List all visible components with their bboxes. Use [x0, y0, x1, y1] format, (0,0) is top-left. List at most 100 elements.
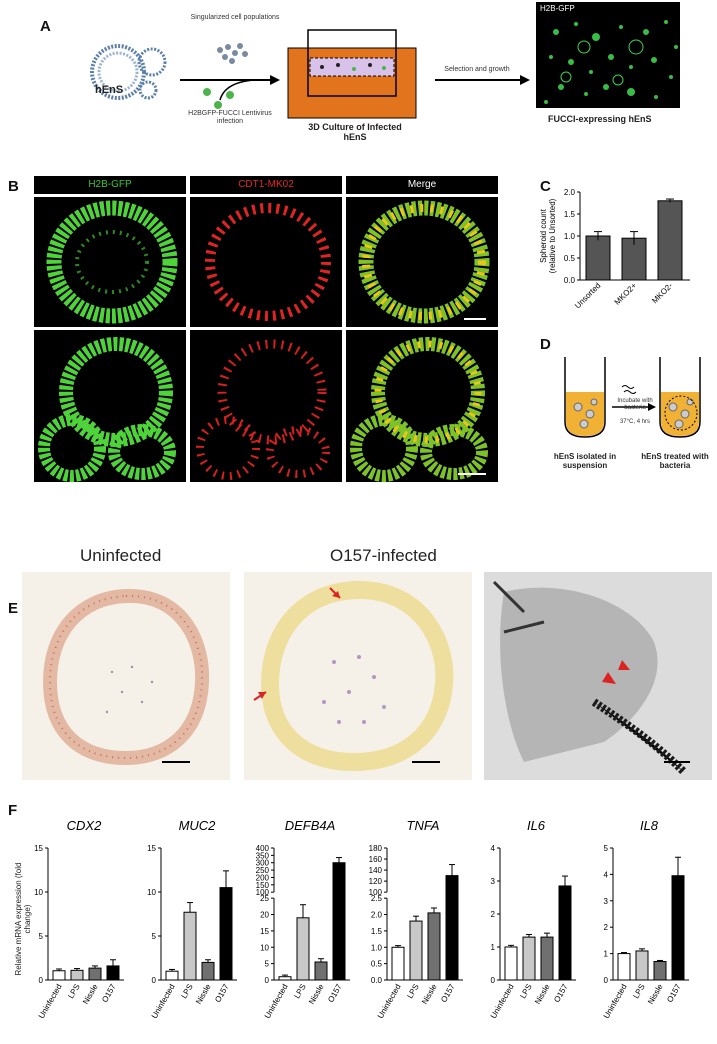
- f-ytick-label: 200: [256, 873, 270, 882]
- infected-title: O157-infected: [330, 546, 437, 565]
- f-ytick-label: 160: [369, 855, 383, 864]
- f-chart-title: MUC2: [179, 818, 217, 833]
- f-ytick-label: 10: [34, 888, 43, 897]
- conditions-label: 37°C, 4 hrs: [619, 419, 651, 425]
- header-h2b-gfp: H2B-GFP: [34, 176, 186, 194]
- f-chart-muc2: MUC2 0 5 10 15 Uninfected LPS Nissle O157: [147, 818, 237, 1020]
- f-ytick-label: 15: [260, 927, 269, 936]
- fucci-hens-image: [536, 2, 680, 108]
- f-ytick-label: 1.0: [371, 943, 383, 952]
- f-category-label: Nissle: [81, 982, 100, 1006]
- micro-gfp-top: [34, 197, 186, 327]
- f-category-label: Uninfected: [489, 983, 516, 1021]
- f-category-label: Nissle: [533, 982, 552, 1006]
- f-bar: [201, 961, 215, 981]
- f-ytick-label: 2: [491, 910, 496, 919]
- f-chart-title: IL8: [640, 818, 659, 833]
- panel-c-label: C: [540, 178, 551, 195]
- f-bar: [445, 875, 459, 981]
- f-ytick-label: 5: [152, 932, 157, 941]
- f-chart-cdx2: CDX2 0 5 10 15 Uninfected LPS Nissle O157: [34, 818, 124, 1020]
- f-bar: [70, 969, 84, 981]
- f-category-label: Uninfected: [376, 983, 403, 1021]
- f-bar: [558, 885, 572, 981]
- f-bar: [540, 936, 554, 981]
- f-ytick-label: 4: [491, 844, 496, 853]
- c-bar: [621, 237, 647, 281]
- micro-merge-bottom: [346, 330, 498, 482]
- f-ytick-label: 15: [147, 844, 156, 853]
- f-ytick-label: 120: [369, 877, 383, 886]
- f-chart-title: TNFA: [407, 818, 440, 833]
- culture-well-icon: [287, 29, 417, 119]
- f-bar: [332, 862, 346, 981]
- f-bar: [391, 946, 405, 981]
- f-bar: [504, 946, 518, 981]
- f-bar: [314, 961, 328, 981]
- f-ytick-label: 180: [369, 844, 383, 853]
- f-ytick-label: 100: [369, 888, 383, 897]
- f-ytick-label: 0.5: [371, 960, 383, 969]
- c-ytick-label: 2.0: [564, 188, 576, 197]
- c-category-label: MKO2-: [650, 281, 675, 306]
- c-ytick-label: 1.0: [564, 232, 576, 241]
- c-ytick-label: 0.5: [564, 254, 576, 263]
- f-category-label: Nissle: [646, 982, 665, 1006]
- f-ytick-label: 0: [39, 976, 44, 985]
- f-ytick-label: 2.5: [371, 894, 383, 903]
- c-bar: [657, 200, 683, 281]
- f-ytick-label: 3: [604, 897, 609, 906]
- f-chart-il6: IL6 0 1 2 3 4 Uninfected LPS Nissle O157: [489, 818, 576, 1020]
- singularized-label: Singularized cell populations: [190, 14, 280, 21]
- f-ytick-label: 0: [265, 976, 270, 985]
- hens-label: hEnS: [95, 84, 124, 96]
- f-ytick-label: 250: [256, 866, 270, 875]
- f-ytick-label: 0: [152, 976, 157, 985]
- culture-label: 3D Culture of Infected hEnS: [308, 122, 402, 142]
- f-category-label: O157: [552, 982, 570, 1004]
- f-ytick-label: 100: [256, 888, 270, 897]
- panel-f-label: F: [8, 802, 18, 819]
- f-bar: [617, 953, 631, 981]
- f-bar: [183, 911, 197, 981]
- micro-gfp-bottom: [34, 330, 186, 482]
- f-category-label: Uninfected: [263, 983, 290, 1021]
- f-category-label: Uninfected: [602, 983, 629, 1021]
- histology-uninfected: [22, 572, 230, 780]
- f-category-label: Uninfected: [37, 983, 64, 1021]
- f-ytick-label: 350: [256, 851, 270, 860]
- f-bar: [671, 875, 685, 981]
- f-category-label: LPS: [292, 983, 307, 1001]
- f-bar: [427, 912, 441, 981]
- f-ytick-label: 140: [369, 866, 383, 875]
- f-ytick-label: 1.5: [371, 927, 383, 936]
- histology-infected: [244, 572, 472, 780]
- panel-b-label: B: [8, 178, 19, 195]
- selection-label: Selection and growth: [444, 66, 510, 73]
- f-bar: [296, 917, 310, 981]
- panel-c-chart: 0.0 0.5 1.0 1.5 2.0 Unsorted MKO2+ MKO2- Spheroi…: [540, 188, 690, 310]
- f-category-label: O157: [213, 982, 231, 1004]
- panel-a-label: A: [40, 18, 51, 35]
- c-ytick-label: 1.5: [564, 210, 576, 219]
- tube-right-icon: [659, 357, 701, 438]
- f-bar: [522, 936, 536, 981]
- uninfected-title: Uninfected: [80, 546, 162, 565]
- f-category-label: O157: [665, 982, 683, 1004]
- tube-left-label: hEnS isolated in suspension: [553, 452, 617, 470]
- f-ytick-label: 15: [34, 844, 43, 853]
- f-bar: [165, 970, 179, 981]
- f-category-label: O157: [100, 982, 118, 1004]
- f-ytick-label: 10: [260, 943, 269, 952]
- f-ytick-label: 400: [256, 844, 270, 853]
- f-bar: [278, 976, 292, 981]
- f-ytick-label: 2.0: [371, 911, 383, 920]
- image-tag: H2B-GFP: [540, 4, 575, 13]
- f-ytick-label: 5: [39, 932, 44, 941]
- f-ytick-label: 5: [604, 844, 609, 853]
- tube-right-label: hEnS treated with bacteria: [641, 452, 709, 470]
- f-ytick-label: 3: [491, 877, 496, 886]
